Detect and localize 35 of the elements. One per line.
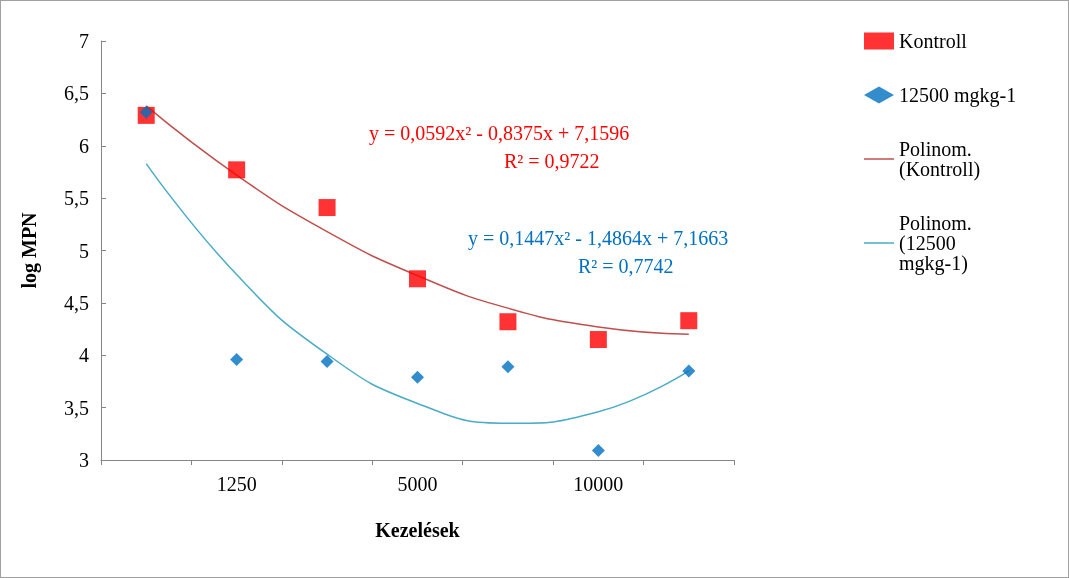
legend-label: 12500 mgkg-1 (899, 84, 1017, 107)
y-tick-label: 6,5 (64, 82, 89, 105)
y-tick-label: 5,5 (64, 187, 89, 210)
point (589, 331, 607, 349)
y-tick-label: 7 (79, 30, 89, 52)
point (139, 105, 153, 119)
point (591, 444, 605, 458)
annotation: R² = 0,9722 (504, 150, 600, 172)
y-tick-label: 6 (79, 134, 89, 157)
x-tick-label: 10000 (573, 473, 624, 495)
y-tick-label: 5 (79, 239, 89, 262)
point (318, 199, 336, 217)
point (228, 161, 246, 179)
x-tick-label: 5000 (397, 473, 438, 495)
y-tick-label: 3 (79, 449, 89, 471)
annotation: R² = 0,7742 (578, 255, 674, 277)
x-tick-label: 1250 (216, 473, 257, 495)
y-tick-label: 3,5 (64, 396, 89, 419)
point (680, 312, 698, 330)
point (501, 360, 515, 374)
legend-label: Polinom. (Kontroll) (899, 138, 981, 181)
annotation: y = 0,1447x² - 1,4864x + 7,1663 (468, 227, 729, 250)
y-axis-title: log MPN (18, 211, 41, 289)
legend-label: Kontroll (899, 30, 968, 52)
y-tick-label: 4,5 (64, 291, 89, 314)
point (499, 313, 517, 331)
point (320, 355, 334, 369)
point (230, 352, 244, 366)
point (682, 364, 696, 378)
annotation: y = 0,0592x² - 0,8375x + 7,1596 (369, 122, 630, 145)
point (409, 270, 426, 288)
point (411, 370, 424, 384)
legend-label: Polinom. (12500 mgkg-1) (899, 212, 977, 275)
x-axis-title: Kezelések (375, 519, 461, 541)
y-tick-label: 4 (79, 344, 89, 367)
